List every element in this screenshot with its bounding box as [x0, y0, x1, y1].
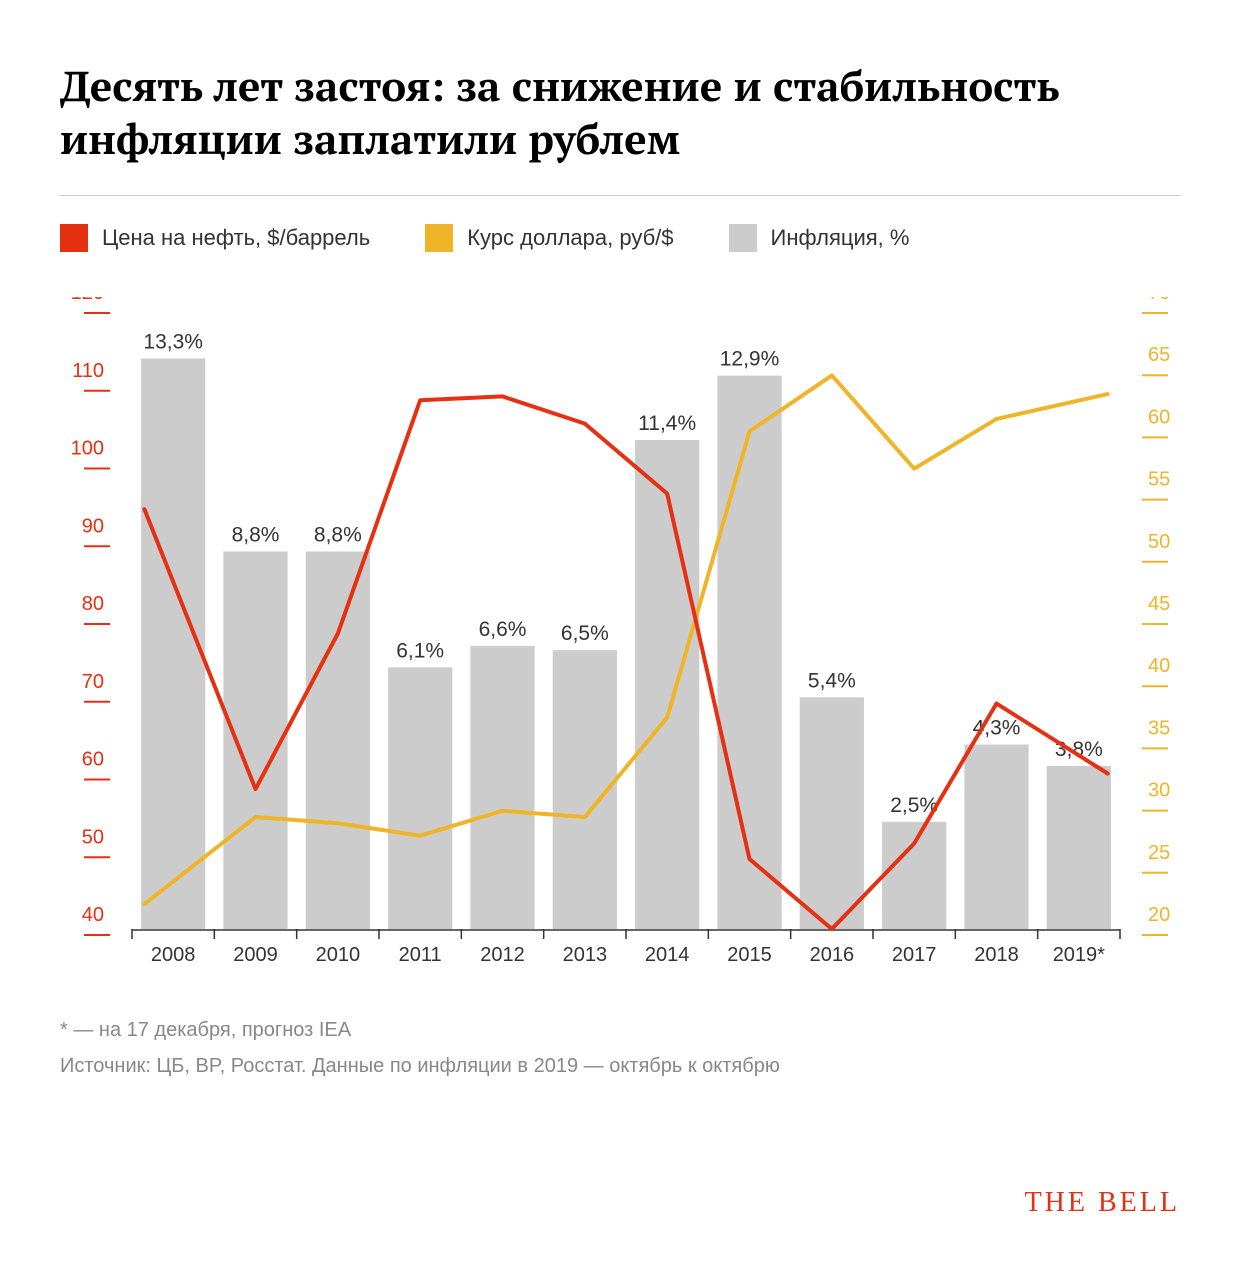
legend-item-infl: Инфляция, % [729, 224, 910, 252]
svg-text:6,1%: 6,1% [396, 639, 444, 662]
svg-text:2012: 2012 [480, 944, 525, 966]
svg-text:40: 40 [82, 904, 104, 926]
svg-text:2018: 2018 [974, 944, 1019, 966]
svg-text:2015: 2015 [727, 944, 772, 966]
svg-text:8,8%: 8,8% [232, 524, 280, 547]
legend-item-usd: Курс доллара, руб/$ [425, 224, 673, 252]
svg-text:30: 30 [1148, 780, 1170, 802]
svg-text:2011: 2011 [399, 944, 442, 966]
svg-text:13,3%: 13,3% [143, 330, 203, 353]
svg-text:2019*: 2019* [1053, 944, 1105, 966]
svg-text:2010: 2010 [316, 944, 361, 966]
svg-text:2009: 2009 [233, 944, 278, 966]
legend-label-usd: Курс доллара, руб/$ [467, 225, 673, 251]
svg-text:35: 35 [1148, 717, 1170, 739]
svg-text:70: 70 [1148, 297, 1170, 304]
svg-text:50: 50 [1148, 531, 1170, 553]
footnote-asterisk: * — на 17 декабря, прогноз IEA [60, 1012, 1180, 1048]
svg-text:6,6%: 6,6% [479, 618, 527, 641]
svg-text:12,9%: 12,9% [720, 348, 780, 371]
svg-text:60: 60 [82, 749, 104, 771]
svg-text:2017: 2017 [892, 944, 937, 966]
svg-text:2008: 2008 [151, 944, 196, 966]
svg-text:25: 25 [1148, 842, 1170, 864]
svg-text:60: 60 [1148, 406, 1170, 428]
legend-label-infl: Инфляция, % [771, 225, 910, 251]
logo: THE BELL [1025, 1187, 1180, 1219]
legend: Цена на нефть, $/баррель Курс доллара, р… [60, 224, 1180, 252]
legend-swatch-usd [425, 224, 453, 252]
svg-text:40: 40 [1148, 655, 1170, 677]
footnote-source: Источник: ЦБ, BP, Росстат. Данные по инф… [60, 1048, 1180, 1084]
svg-text:70: 70 [82, 671, 104, 693]
svg-text:2013: 2013 [563, 944, 608, 966]
svg-text:20: 20 [1148, 904, 1170, 926]
divider [60, 195, 1180, 196]
chart-svg: 40 50 60 70 80 90 100 110 120 20 25 30 35 40 45 50 55 60 6… [60, 297, 1180, 977]
chart: 40 50 60 70 80 90 100 110 120 20 25 30 35 40 45 50 55 60 6… [60, 297, 1180, 982]
legend-item-oil: Цена на нефть, $/баррель [60, 224, 370, 252]
legend-label-oil: Цена на нефть, $/баррель [102, 225, 370, 251]
svg-text:65: 65 [1148, 344, 1170, 366]
chart-title: Десять лет застоя: за снижение и стабиль… [60, 60, 1180, 165]
svg-text:2014: 2014 [645, 944, 690, 966]
svg-text:120: 120 [71, 297, 104, 304]
svg-text:5,4%: 5,4% [808, 669, 856, 692]
legend-swatch-infl [729, 224, 757, 252]
svg-text:6,5%: 6,5% [561, 622, 609, 645]
footnotes: * — на 17 декабря, прогноз IEA Источник:… [60, 1012, 1180, 1084]
svg-text:110: 110 [72, 360, 104, 382]
svg-text:55: 55 [1148, 469, 1170, 491]
svg-text:45: 45 [1148, 593, 1170, 615]
svg-text:11,4%: 11,4% [638, 412, 696, 435]
svg-text:50: 50 [82, 826, 104, 848]
svg-text:100: 100 [71, 438, 104, 460]
legend-swatch-oil [60, 224, 88, 252]
svg-text:2016: 2016 [810, 944, 855, 966]
svg-text:4,3%: 4,3% [973, 717, 1021, 740]
svg-text:80: 80 [82, 593, 104, 615]
svg-text:90: 90 [82, 515, 104, 537]
svg-text:8,8%: 8,8% [314, 524, 362, 547]
